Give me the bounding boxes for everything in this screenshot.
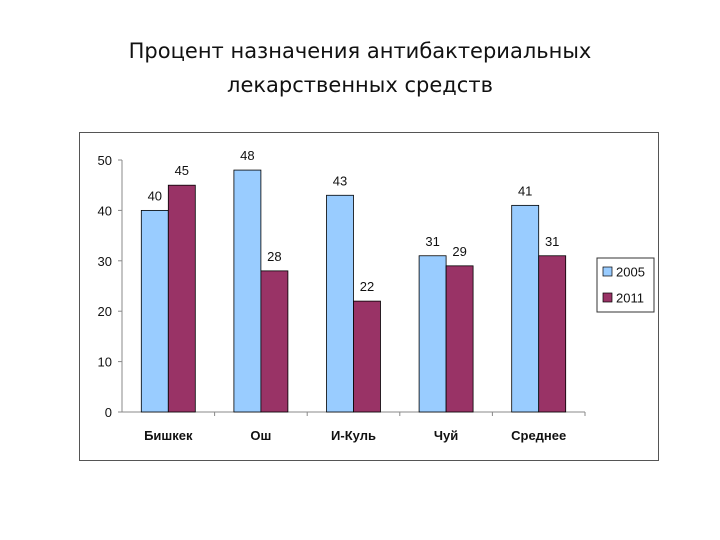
legend: 2005 2011 — [596, 257, 655, 313]
x-axis-categories: Бишкек Ош И-Куль Чуй Среднее — [144, 412, 586, 443]
bar-2011-3 — [353, 300, 381, 413]
y-tick-label: 40 — [98, 203, 112, 218]
data-label-2005-1: 40 — [148, 188, 162, 203]
y-tick-label: 0 — [105, 405, 112, 420]
y-tick-label: 30 — [98, 254, 112, 269]
y-tick-label: 20 — [98, 304, 112, 319]
data-label-2005-3: 43 — [333, 173, 347, 188]
bar-2005-5 — [511, 204, 540, 413]
legend-label-2011: 2011 — [616, 291, 644, 306]
y-tick-label: 10 — [98, 355, 112, 370]
title-line-2: лекарственных средств — [227, 73, 493, 97]
category-label: Бишкек — [144, 428, 193, 443]
bar-2011-2 — [260, 270, 289, 413]
category-label: Среднее — [511, 428, 566, 443]
data-label-2011-1: 45 — [175, 163, 189, 178]
y-axis-ticks: 0 10 20 30 40 50 — [98, 153, 122, 420]
category-label: Чуй — [434, 428, 458, 443]
slide-title: Процент назначения антибактериальных лек… — [0, 34, 720, 102]
data-labels: 40 45 48 28 43 22 31 29 41 31 — [148, 148, 560, 294]
legend-swatch-2011 — [602, 292, 613, 303]
data-label-2011-4: 29 — [452, 244, 466, 259]
legend-swatch-2005 — [602, 266, 613, 277]
y-tick-label: 50 — [98, 153, 112, 168]
bar-2005-1 — [140, 209, 169, 413]
data-label-2005-5: 41 — [518, 183, 532, 198]
bars — [140, 169, 567, 413]
data-label-2005-4: 31 — [425, 234, 439, 249]
bar-2011-4 — [445, 265, 474, 413]
bar-2011-1 — [167, 184, 196, 413]
data-label-2005-2: 48 — [240, 148, 254, 163]
category-label: Ош — [250, 428, 271, 443]
bar-2005-2 — [233, 169, 262, 413]
bar-2011-5 — [538, 255, 567, 413]
bar-2005-3 — [326, 194, 354, 413]
title-line-1: Процент назначения антибактериальных — [128, 39, 592, 63]
legend-label-2005: 2005 — [616, 265, 645, 280]
bar-2005-4 — [418, 255, 447, 413]
data-label-2011-5: 31 — [545, 234, 559, 249]
category-label: И-Куль — [331, 428, 376, 443]
data-label-2011-3: 22 — [360, 279, 374, 294]
data-label-2011-2: 28 — [267, 249, 281, 264]
